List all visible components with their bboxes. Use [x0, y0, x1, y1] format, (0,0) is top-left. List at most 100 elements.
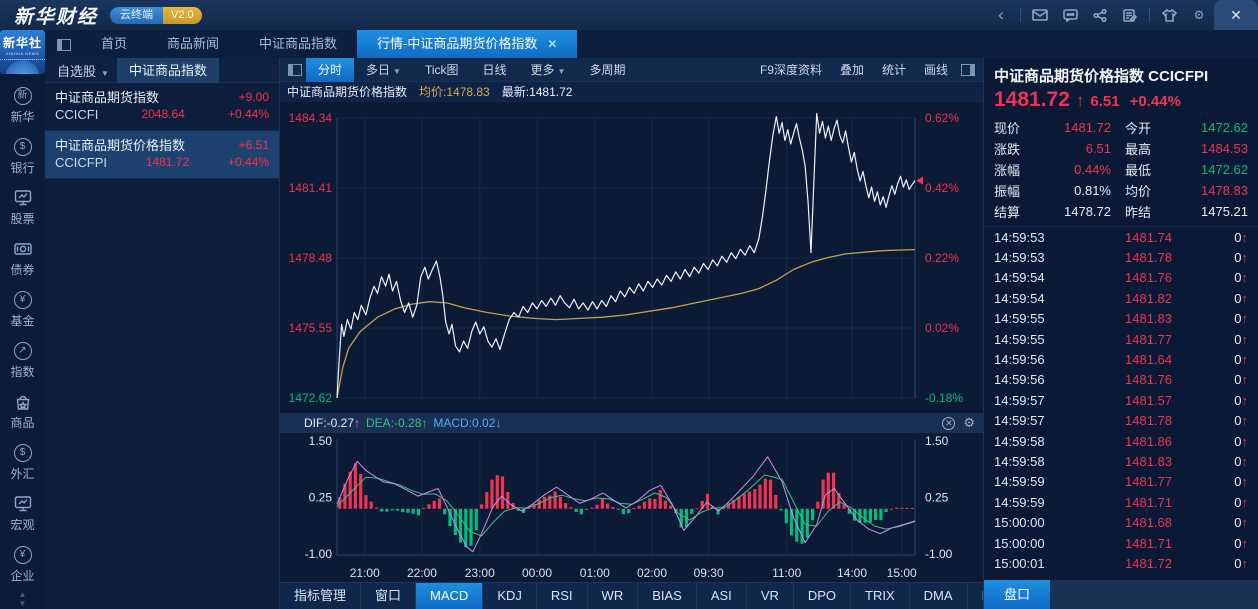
indicator-DPO[interactable]: DPO: [794, 583, 852, 609]
sidebar-item-1[interactable]: 新新华: [0, 86, 45, 137]
stats-row-4: 振幅 0.81% 均价 1478.83: [984, 180, 1258, 201]
macd-indicator-chart[interactable]: 1.50 1.50 0.25 0.25 -1.00 -1.00: [280, 433, 983, 561]
toolbar-叠加[interactable]: 叠加: [831, 58, 873, 82]
cloud-terminal-badge: 云终端: [110, 6, 164, 24]
collapse-left-panel-icon[interactable]: [288, 63, 302, 76]
chat-icon[interactable]: [1055, 0, 1085, 30]
tick-volume: 0↑: [1172, 250, 1258, 265]
time-axis-label: 22:00: [406, 566, 437, 580]
stats-row-5: 结算 1478.72 昨结 1475.21: [984, 201, 1258, 222]
memo-icon[interactable]: [1115, 0, 1145, 30]
tick-volume-value: 0: [1234, 229, 1242, 245]
sidebar-item-5[interactable]: ¥ 基金: [0, 290, 45, 341]
tick-up-arrow-icon: ↑: [1241, 392, 1249, 408]
toolbar-多日[interactable]: 多日 ▼: [354, 58, 413, 82]
intraday-price-chart[interactable]: 1484.34 1481.41 1478.48 1475.55 1472.62 0.62%…: [280, 102, 983, 410]
tick-volume: 0↑: [1172, 434, 1258, 449]
sidebar-item-10[interactable]: ¥ 企业: [0, 545, 45, 596]
tab-3[interactable]: 中证商品指数: [239, 30, 357, 58]
indicator-ASI[interactable]: ASI: [697, 583, 747, 609]
tick-row-4: 14:59:54 1481.82 0↑: [984, 288, 1258, 308]
macro-monitor-icon: [13, 494, 33, 514]
stat-label: 现价: [994, 121, 1021, 136]
indicator-指标管理[interactable]: 指标管理: [280, 583, 362, 609]
time-axis-label: 21:00: [349, 566, 380, 580]
xinhua-news-logo[interactable]: 新华社 XINHUA NEWS: [0, 30, 45, 74]
sidebar-item-9[interactable]: 宏观: [0, 494, 45, 545]
indicator-VR[interactable]: VR: [747, 583, 794, 609]
settings-gear-icon[interactable]: ⚙: [1193, 8, 1205, 22]
toolbar-统计[interactable]: 统计: [873, 58, 915, 82]
tick-row-5: 14:59:55 1481.83 0↑: [984, 309, 1258, 329]
indicator-BIAS[interactable]: BIAS: [638, 583, 697, 609]
watchlist-item-2[interactable]: 中证商品期货价格指数 +6.51 CCICFPI 1481.72 +0.44%: [45, 131, 279, 179]
sidebar-item-2[interactable]: $ 银行: [0, 137, 45, 188]
tab-2[interactable]: 商品新闻: [147, 30, 239, 58]
tick-list[interactable]: 14:59:53 1481.74 0↑ 14:59:53 1481.78 0↑ 14:59:…: [984, 227, 1258, 574]
share-icon[interactable]: [1085, 0, 1115, 30]
toolbar-多周期[interactable]: 多周期: [577, 58, 637, 82]
collapse-right-panel-icon[interactable]: [961, 63, 975, 76]
toolbar-Tick图[interactable]: Tick图: [413, 58, 471, 82]
window-layout-icon[interactable]: [57, 39, 71, 51]
tick-up-arrow-icon: ↑: [1241, 250, 1249, 266]
indicator-settings-gear-icon[interactable]: ⚙: [963, 415, 975, 430]
svg-text:1.50: 1.50: [309, 434, 333, 448]
tick-up-arrow-icon: ↑: [1241, 229, 1249, 245]
close-tab-icon[interactable]: ✕: [547, 37, 558, 51]
sidebar-item-7[interactable]: 商品: [0, 392, 45, 443]
toolbar-F9深度资料[interactable]: F9深度资料: [751, 58, 831, 82]
watchlist-tab-commodity-index[interactable]: 中证商品指数: [116, 57, 219, 83]
indicator-WR[interactable]: WR: [588, 583, 639, 609]
watchlist-item-1[interactable]: 中证商品期货指数 +9.00 CCICFI 2048.64 +0.44%: [45, 83, 279, 131]
tick-row-8: 14:59:56 1481.76 0↑: [984, 370, 1258, 390]
quote-title: 中证商品期货价格指数 CCICFPI: [994, 68, 1209, 85]
stat-value: 1484.53: [1201, 141, 1248, 156]
toolbar-画线[interactable]: 画线: [915, 58, 957, 82]
tick-volume-value: 0: [1234, 433, 1242, 449]
sidebar-item-4[interactable]: 债券: [0, 239, 45, 290]
tick-up-arrow-icon: ↑: [1241, 535, 1249, 551]
sidebar-item-3[interactable]: 股票: [0, 188, 45, 239]
tab-1[interactable]: 首页: [81, 30, 147, 58]
bond-banknote-icon: [13, 239, 33, 259]
tick-time: 14:59:54: [994, 290, 1045, 306]
divider: [1149, 8, 1150, 22]
chevron-left-icon[interactable]: ‹: [998, 4, 1004, 24]
instrument-code: CCICFPI: [55, 155, 107, 170]
sidebar-item-8[interactable]: $ 外汇: [0, 443, 45, 494]
tab-4[interactable]: 行情-中证商品期货价格指数 ✕: [357, 30, 578, 58]
macd-header: DIF:-0.27↑ DEA:-0.28↑ MACD:0.02↓ ✕ ⚙: [280, 413, 983, 433]
indicator-TRIX[interactable]: TRIX: [851, 583, 910, 609]
toolbar-日线[interactable]: 日线: [471, 58, 519, 82]
sidebar-item-6[interactable]: ↗ 指数: [0, 341, 45, 392]
stat-label: 均价: [1125, 184, 1152, 199]
toolbar-分时[interactable]: 分时: [306, 57, 355, 82]
tick-volume: 0↑: [1172, 515, 1258, 530]
tab-pankou[interactable]: 盘口: [984, 580, 1050, 609]
indicator-MACD[interactable]: MACD: [416, 583, 484, 609]
tick-up-arrow-icon: ↑: [1241, 372, 1249, 388]
indicator-DMA[interactable]: DMA: [910, 583, 968, 609]
tick-time: 14:59:55: [994, 311, 1045, 327]
quote-stats: 现价 1481.72 今开 1472.62 涨跌 6.51 最高 1484.53 涨幅 0.44%…: [984, 115, 1258, 227]
chart-instrument-name: 中证商品期货价格指数: [287, 85, 408, 99]
svg-text:1478.48: 1478.48: [289, 251, 333, 265]
close-icon[interactable]: ✕: [1214, 0, 1258, 30]
indicator-KDJ[interactable]: KDJ: [483, 583, 537, 609]
mail-icon[interactable]: [1025, 0, 1055, 30]
close-indicator-icon[interactable]: ✕: [942, 416, 956, 430]
tick-up-arrow-icon: ↑: [1241, 474, 1249, 490]
theme-shirt-icon[interactable]: [1154, 0, 1184, 30]
watchlist-dropdown[interactable]: 自选股 ▼: [45, 61, 117, 80]
sidebar-scroll-arrows[interactable]: ▲ ▼: [18, 590, 27, 608]
svg-text:0.25: 0.25: [925, 491, 949, 505]
sidebar-item-label: 银行: [10, 161, 35, 175]
toolbar-更多[interactable]: 更多 ▼: [519, 58, 578, 82]
tick-volume: 0↑: [1172, 311, 1258, 326]
indicator-窗口[interactable]: 窗口: [361, 583, 417, 609]
stat-value: 1475.21: [1201, 204, 1248, 219]
time-axis-label: 15:00: [886, 566, 917, 580]
indicator-RSI[interactable]: RSI: [537, 583, 588, 609]
time-axis-label: 02:00: [636, 566, 668, 580]
